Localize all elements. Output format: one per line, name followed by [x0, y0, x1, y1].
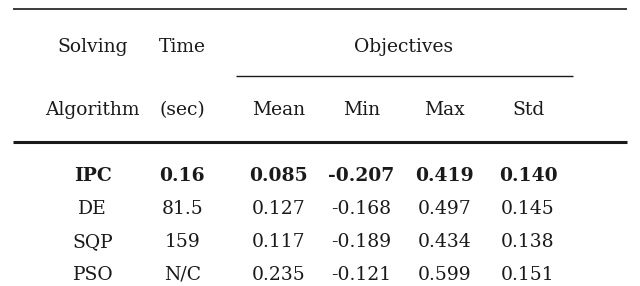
Text: N/C: N/C — [164, 266, 201, 283]
Text: Objectives: Objectives — [354, 38, 452, 56]
Text: 0.145: 0.145 — [501, 200, 555, 218]
Text: -0.207: -0.207 — [328, 167, 395, 185]
Text: 0.138: 0.138 — [501, 233, 555, 251]
Text: 81.5: 81.5 — [161, 200, 204, 218]
Text: 0.127: 0.127 — [252, 200, 305, 218]
Text: PSO: PSO — [72, 266, 113, 283]
Text: -0.189: -0.189 — [332, 233, 392, 251]
Text: Algorithm: Algorithm — [45, 101, 140, 119]
Text: Std: Std — [512, 101, 544, 119]
Text: 0.085: 0.085 — [249, 167, 308, 185]
Text: -0.121: -0.121 — [332, 266, 392, 283]
Text: -0.168: -0.168 — [332, 200, 392, 218]
Text: Max: Max — [424, 101, 465, 119]
Text: 0.497: 0.497 — [418, 200, 472, 218]
Text: 0.16: 0.16 — [159, 167, 205, 185]
Text: Min: Min — [343, 101, 380, 119]
Text: 0.117: 0.117 — [252, 233, 305, 251]
Text: SQP: SQP — [72, 233, 113, 251]
Text: 0.235: 0.235 — [252, 266, 305, 283]
Text: 0.151: 0.151 — [501, 266, 555, 283]
Text: Time: Time — [159, 38, 206, 56]
Text: 0.599: 0.599 — [418, 266, 472, 283]
Text: 159: 159 — [164, 233, 200, 251]
Text: DE: DE — [79, 200, 107, 218]
Text: Mean: Mean — [252, 101, 305, 119]
Text: IPC: IPC — [74, 167, 111, 185]
Text: Solving: Solving — [58, 38, 128, 56]
Text: 0.140: 0.140 — [499, 167, 557, 185]
Text: 0.434: 0.434 — [418, 233, 472, 251]
Text: (sec): (sec) — [159, 101, 205, 119]
Text: 0.419: 0.419 — [415, 167, 474, 185]
